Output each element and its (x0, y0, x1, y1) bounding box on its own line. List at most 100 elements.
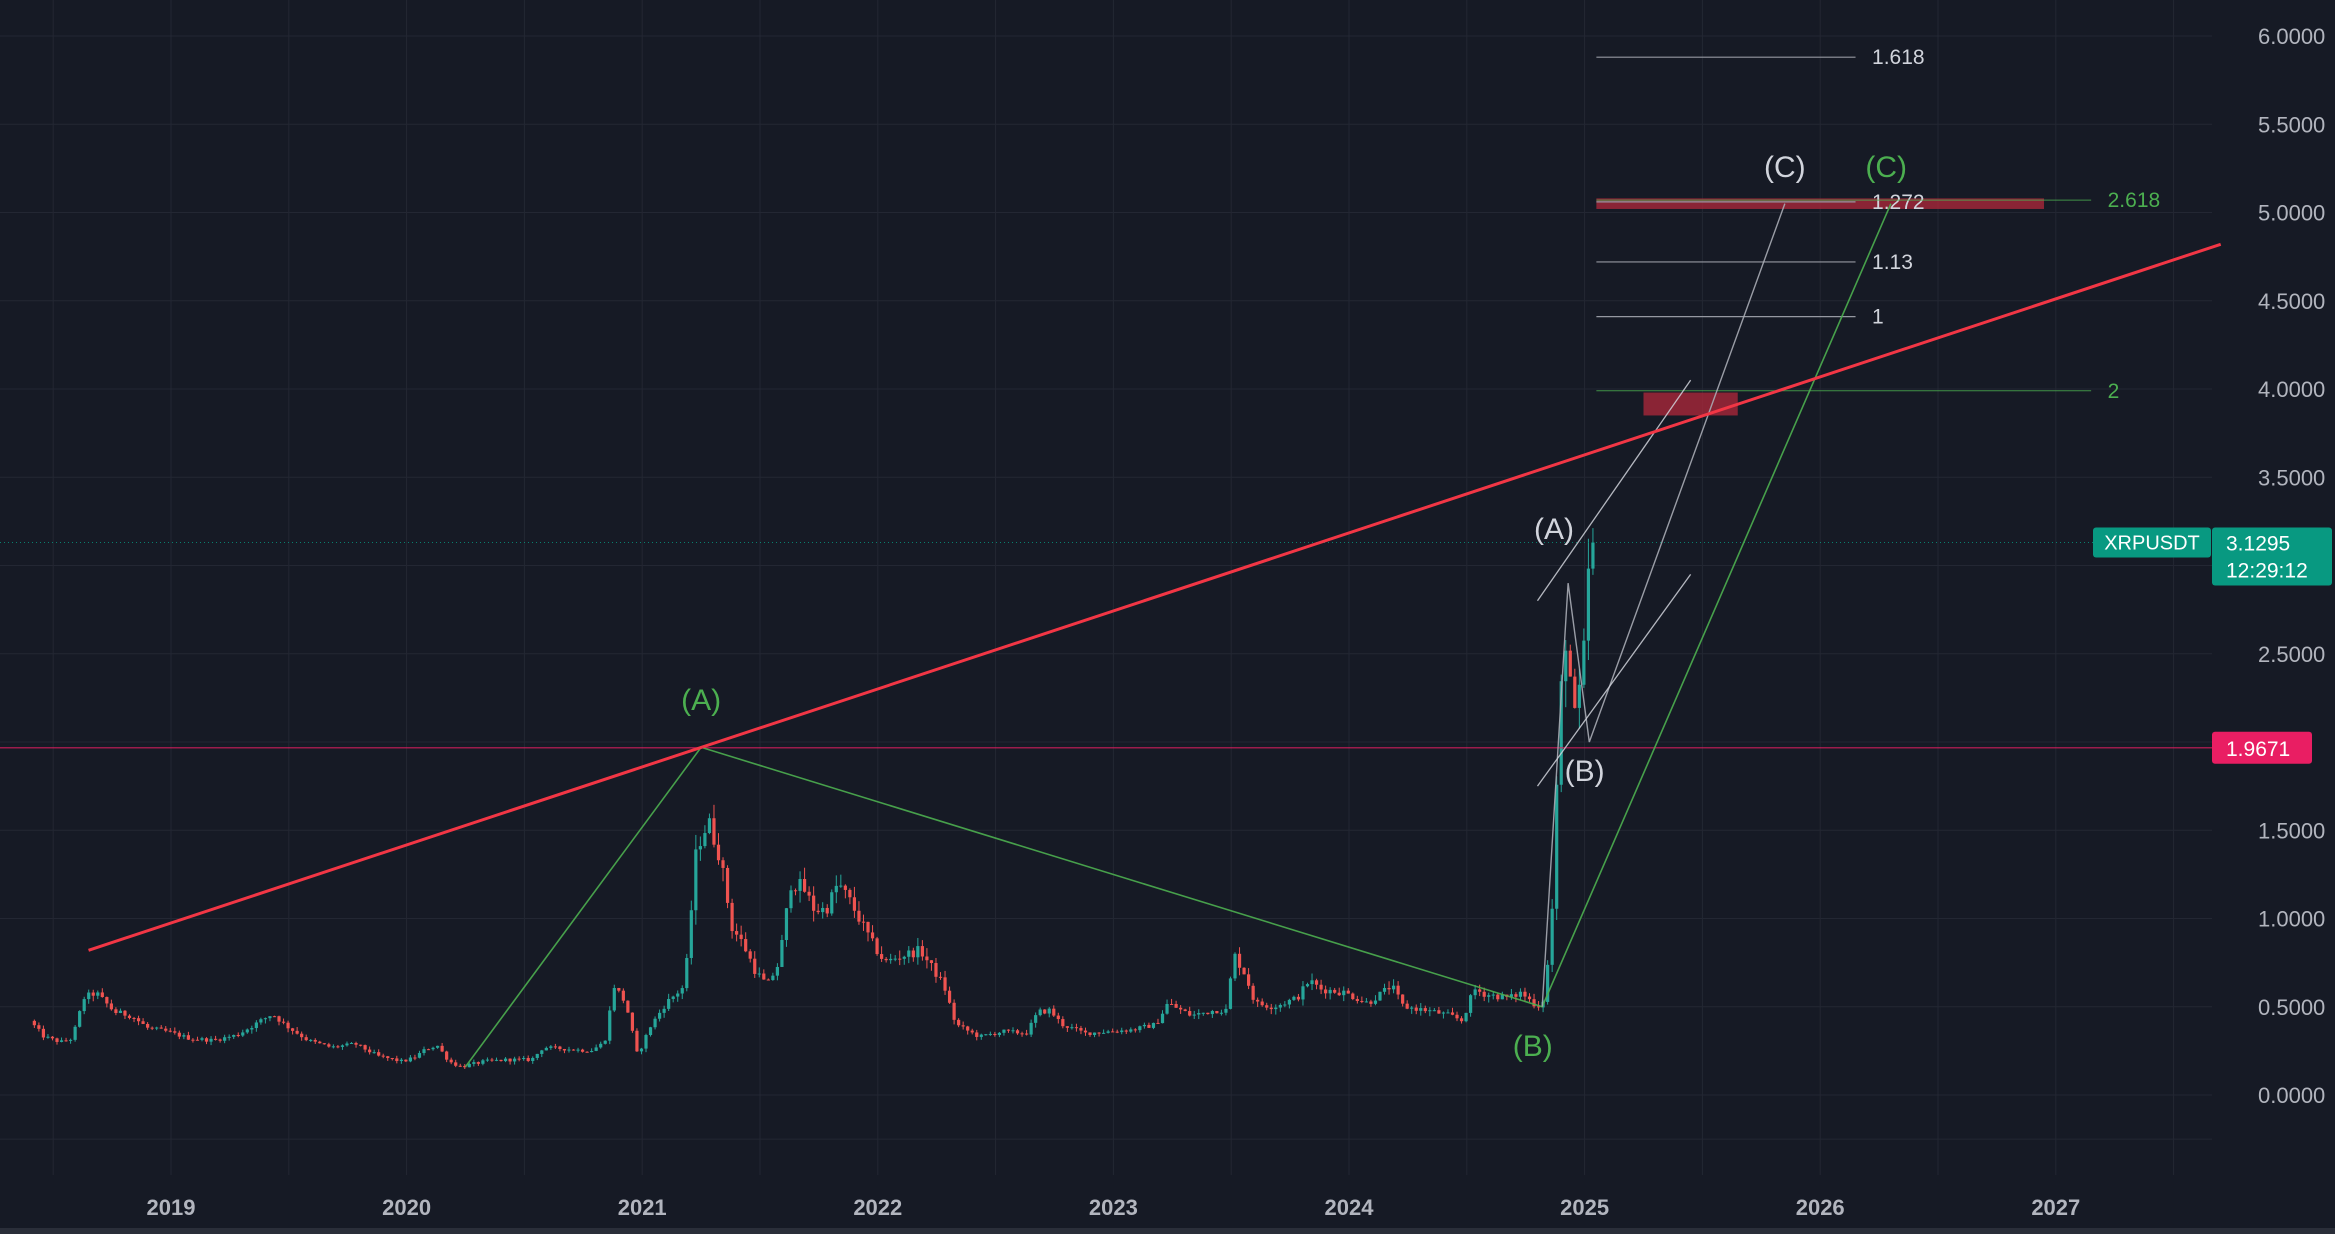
candle-body (1224, 1008, 1228, 1013)
candle-body (1260, 1001, 1264, 1006)
bottom-scroll-strip[interactable] (0, 1228, 2335, 1234)
candle-body (309, 1039, 313, 1041)
candle-body (540, 1050, 544, 1054)
candle-body (857, 910, 861, 922)
candle-body (1147, 1024, 1151, 1028)
level-badge-value: 1.9671 (2226, 738, 2290, 761)
candle-body (1188, 1011, 1192, 1016)
candle-body (1405, 1003, 1409, 1009)
candle-body (1138, 1026, 1142, 1031)
candle-body (449, 1059, 453, 1063)
channel-line (1536, 573, 1692, 787)
candle-body (232, 1035, 236, 1037)
candle-body (898, 958, 902, 960)
y-tick-label: 3.5000 (2258, 465, 2325, 490)
candle-body (567, 1049, 571, 1051)
candle-body (834, 885, 838, 893)
candle-body (621, 990, 625, 1001)
candle-body (784, 908, 789, 940)
candle-body (1414, 1007, 1418, 1011)
candle-body (531, 1057, 535, 1061)
candle-body (1373, 1000, 1378, 1004)
candle-body (580, 1049, 585, 1052)
candle-body (46, 1036, 50, 1038)
candle-body (984, 1034, 988, 1036)
candle-body (177, 1032, 181, 1037)
candle-body (1015, 1030, 1020, 1034)
candle-body (585, 1051, 589, 1053)
candle-body (1536, 1006, 1541, 1008)
candle-body (458, 1065, 462, 1067)
candle-countdown: 12:29:12 (2226, 560, 2308, 583)
candle-body (435, 1045, 440, 1048)
candle-body (1387, 987, 1391, 990)
candle-body (159, 1027, 163, 1029)
candle-body (64, 1040, 68, 1042)
candle-body (1532, 999, 1536, 1007)
candle-body (993, 1033, 997, 1036)
candle-body (626, 1000, 630, 1013)
candle-body (1437, 1010, 1441, 1014)
candle-body (1296, 996, 1301, 1000)
candle-body (377, 1052, 381, 1056)
candle-body (889, 958, 893, 961)
candle-body (1120, 1030, 1124, 1033)
candle-body (1360, 1001, 1364, 1003)
fib-level-label: 1.272 (1872, 191, 1925, 214)
candle-body (417, 1053, 422, 1058)
candle-body (241, 1032, 245, 1036)
wave-labels: (A) (B) (C) (A) (B) (C) (681, 151, 1907, 1063)
candle-body (318, 1041, 322, 1044)
candle-body (662, 1008, 666, 1013)
time-axis[interactable]: 2019 2020 2021 2022 2023 2024 2025 2026 2027 (147, 1195, 2081, 1220)
candle-body (739, 934, 743, 940)
candle-body (571, 1049, 576, 1051)
candle-body (1573, 676, 1577, 708)
white-wave-path (1541, 203, 1786, 1007)
wave-label: (C) (1764, 151, 1806, 184)
y-tick-label: 5.0000 (2258, 201, 2325, 226)
candle-body (191, 1039, 195, 1041)
candle-body (753, 958, 757, 974)
candle-body (594, 1047, 598, 1051)
candle-body (880, 954, 884, 959)
candle-body (68, 1039, 73, 1041)
candle-body (1206, 1012, 1210, 1015)
candle-body (1192, 1014, 1196, 1016)
candle-body (1396, 985, 1400, 995)
candle-body (1564, 650, 1568, 682)
candle-body (1469, 995, 1473, 1013)
candle-body (1482, 991, 1486, 997)
candle-body (1174, 1004, 1178, 1008)
candle-body (1088, 1032, 1092, 1035)
candle-body (988, 1033, 992, 1035)
candle-body (127, 1015, 132, 1018)
candle-body (893, 958, 897, 960)
candle-body (1038, 1009, 1042, 1016)
candle-body (1006, 1029, 1011, 1031)
candle-body (1251, 985, 1255, 1000)
candle-body (245, 1029, 249, 1033)
candle-body (1219, 1012, 1224, 1014)
candle-body (349, 1042, 354, 1044)
candle-body (1124, 1030, 1128, 1032)
candle-body (1518, 991, 1523, 997)
y-tick-label: 0.5000 (2258, 995, 2325, 1020)
candle-body (1083, 1030, 1088, 1033)
candle-body (1169, 1003, 1174, 1005)
candle-body (802, 878, 807, 892)
candle-body (426, 1049, 431, 1051)
price-axis[interactable]: 6.0000 5.5000 5.0000 4.5000 4.0000 3.5000 2.50… (2258, 24, 2325, 1108)
fib-level-label: 1 (1872, 306, 1884, 329)
candle-body (404, 1059, 408, 1062)
candle-body (1061, 1019, 1065, 1027)
x-tick-label: 2023 (1089, 1195, 1138, 1220)
candle-body (730, 902, 734, 932)
candle-body (558, 1046, 562, 1050)
candle-body (920, 946, 924, 957)
candle-body (861, 921, 866, 923)
candle-body (1582, 640, 1586, 685)
candle-body (50, 1036, 55, 1039)
